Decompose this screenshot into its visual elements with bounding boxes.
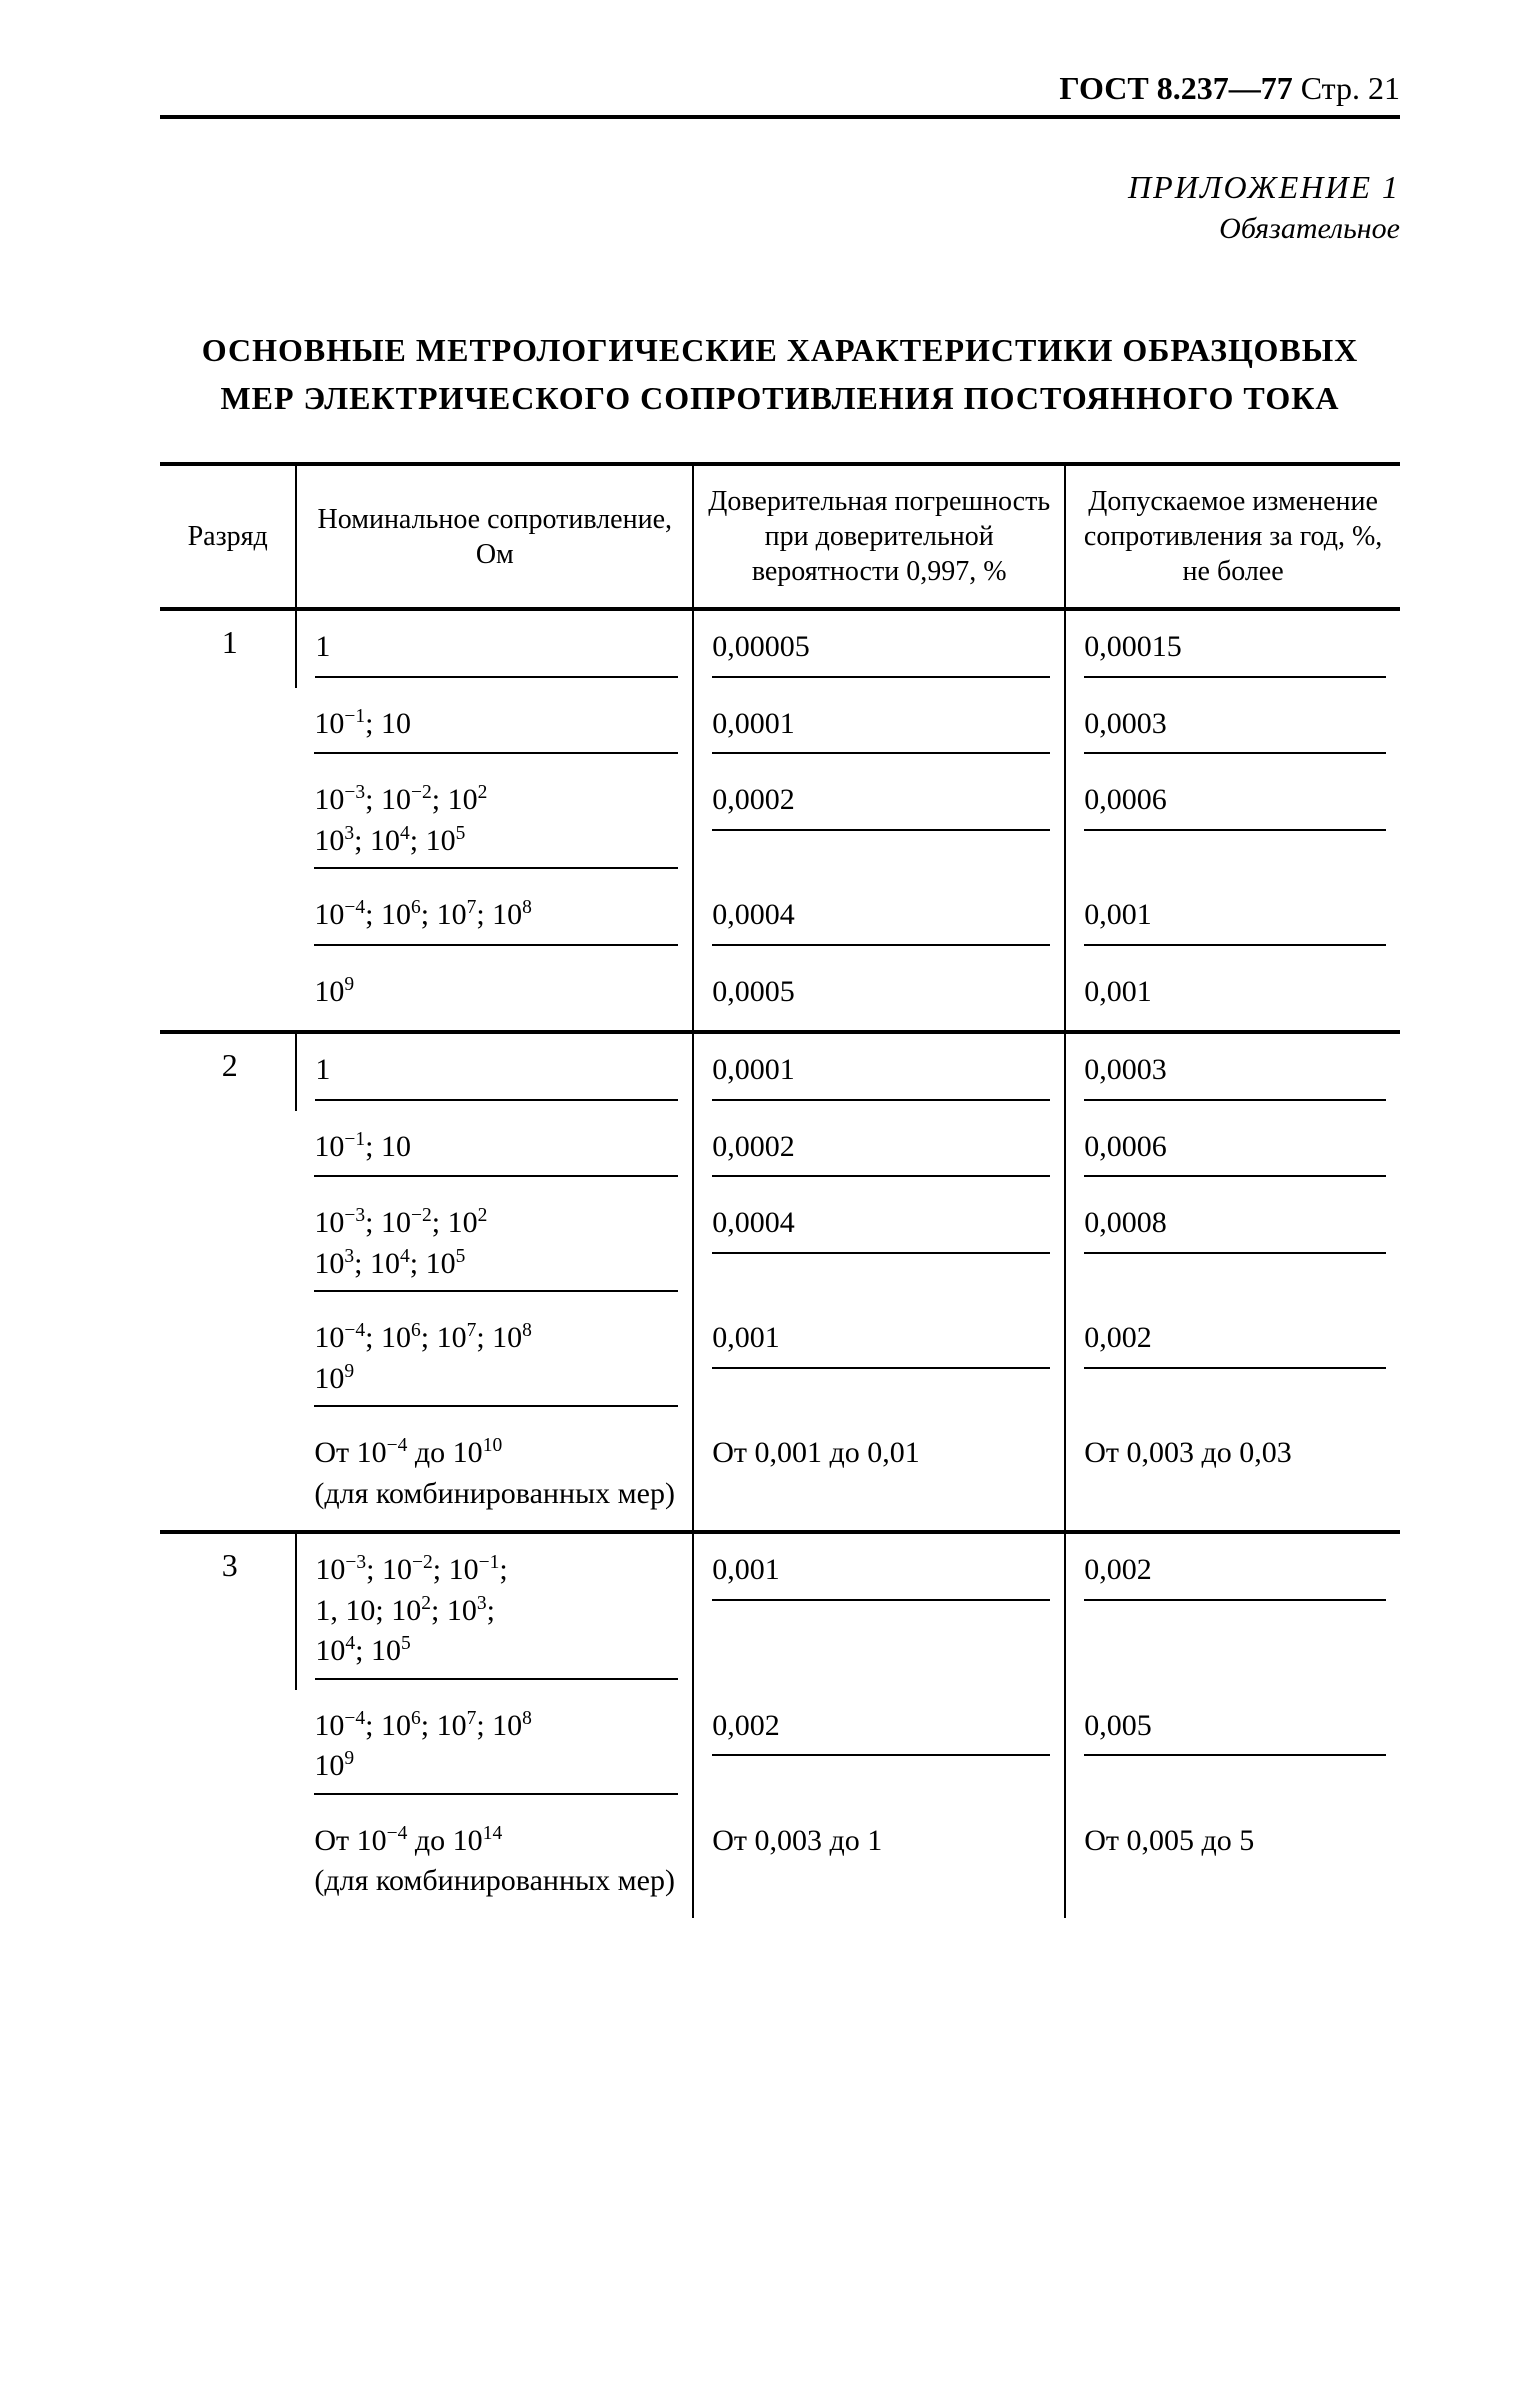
- drift-cell: 0,001: [1065, 879, 1400, 956]
- drift-cell: 0,0008: [1065, 1187, 1400, 1302]
- table-row: От 10−4 до 1010(для комбинированных мер)…: [160, 1417, 1400, 1532]
- section-title: ОСНОВНЫЕ МЕТРОЛОГИЧЕСКИЕ ХАРАКТЕРИСТИКИ …: [180, 326, 1380, 422]
- drift-cell: 0,001: [1065, 956, 1400, 1033]
- table-row: 10−4; 106; 107; 1080,00040,001: [160, 879, 1400, 956]
- nominal-cell: 10−4; 106; 107; 108109: [296, 1302, 693, 1417]
- rank-cell: 3: [160, 1534, 296, 1918]
- table-row: 10−3; 10−2; 102103; 104; 1050,00020,0006: [160, 764, 1400, 879]
- nominal-cell: 10−4; 106; 107; 108: [296, 879, 693, 956]
- table-header-row: Разряд Номинальное сопротивление, Ом Дов…: [160, 464, 1400, 609]
- error-cell: 0,0004: [693, 879, 1065, 956]
- appendix-subtitle: Обязательное: [160, 212, 1400, 246]
- table-row: 10−3; 10−2; 102103; 104; 1050,00040,0008: [160, 1187, 1400, 1302]
- drift-cell: 0,0006: [1065, 1111, 1400, 1188]
- table-body: 110,000050,0001510−1; 100,00010,000310−3…: [160, 609, 1400, 1918]
- appendix-title: ПРИЛОЖЕНИЕ 1: [160, 169, 1400, 206]
- drift-cell: 0,0006: [1065, 764, 1400, 879]
- rank-cell: 2: [160, 1034, 296, 1532]
- nominal-cell: 10−4; 106; 107; 108109: [296, 1690, 693, 1805]
- nominal-cell: От 10−4 до 1014(для комбинированных мер): [296, 1805, 693, 1918]
- running-header: ГОСТ 8.237—77 Стр. 21: [160, 70, 1400, 119]
- error-cell: 0,001: [693, 1534, 1065, 1690]
- drift-cell: 0,0003: [1065, 688, 1400, 765]
- table-row: 10−1; 100,00010,0003: [160, 688, 1400, 765]
- error-cell: 0,001: [693, 1302, 1065, 1417]
- drift-cell: От 0,003 до 0,03: [1065, 1417, 1400, 1532]
- characteristics-table: Разряд Номинальное сопротивление, Ом Дов…: [160, 462, 1400, 1918]
- page: ГОСТ 8.237—77 Стр. 21 ПРИЛОЖЕНИЕ 1 Обяза…: [0, 0, 1520, 2403]
- nominal-cell: 10−3; 10−2; 102103; 104; 105: [296, 1187, 693, 1302]
- error-cell: От 0,001 до 0,01: [693, 1417, 1065, 1532]
- drift-cell: 0,002: [1065, 1534, 1400, 1690]
- error-cell: 0,0004: [693, 1187, 1065, 1302]
- error-cell: 0,00005: [693, 609, 1065, 688]
- drift-cell: 0,002: [1065, 1302, 1400, 1417]
- error-cell: 0,0005: [693, 956, 1065, 1033]
- table-row: 10−1; 100,00020,0006: [160, 1111, 1400, 1188]
- drift-cell: 0,0003: [1065, 1034, 1400, 1111]
- drift-cell: 0,00015: [1065, 609, 1400, 688]
- table-row: От 10−4 до 1014(для комбинированных мер)…: [160, 1805, 1400, 1918]
- table-row: 210,00010,0003: [160, 1034, 1400, 1111]
- drift-cell: От 0,005 до 5: [1065, 1805, 1400, 1918]
- col-rank: Разряд: [160, 464, 296, 609]
- error-cell: 0,0002: [693, 1111, 1065, 1188]
- table-row: 10−4; 106; 107; 1081090,0010,002: [160, 1302, 1400, 1417]
- nominal-cell: 10−1; 10: [296, 1111, 693, 1188]
- error-cell: 0,002: [693, 1690, 1065, 1805]
- nominal-cell: 10−3; 10−2; 102103; 104; 105: [296, 764, 693, 879]
- nominal-cell: 10−1; 10: [296, 688, 693, 765]
- drift-cell: 0,005: [1065, 1690, 1400, 1805]
- col-drift: Допускаемое изменение сопротивления за г…: [1065, 464, 1400, 609]
- table-row: 1090,00050,001: [160, 956, 1400, 1033]
- error-cell: 0,0002: [693, 764, 1065, 879]
- table-row: 110,000050,00015: [160, 609, 1400, 688]
- nominal-cell: 109: [296, 956, 693, 1033]
- standard-code: ГОСТ 8.237—77: [1059, 70, 1292, 106]
- nominal-cell: От 10−4 до 1010(для комбинированных мер): [296, 1417, 693, 1532]
- nominal-cell: 1: [296, 609, 693, 688]
- table-row: 10−4; 106; 107; 1081090,0020,005: [160, 1690, 1400, 1805]
- table-row: 310−3; 10−2; 10−1;1, 10; 102; 103;104; 1…: [160, 1534, 1400, 1690]
- col-nominal: Номинальное сопротивление, Ом: [296, 464, 693, 609]
- error-cell: 0,0001: [693, 688, 1065, 765]
- error-cell: От 0,003 до 1: [693, 1805, 1065, 1918]
- error-cell: 0,0001: [693, 1034, 1065, 1111]
- col-error: Доверительная погрешность при доверитель…: [693, 464, 1065, 609]
- rank-cell: 1: [160, 609, 296, 1032]
- page-number: Стр. 21: [1301, 70, 1400, 106]
- nominal-cell: 1: [296, 1034, 693, 1111]
- nominal-cell: 10−3; 10−2; 10−1;1, 10; 102; 103;104; 10…: [296, 1534, 693, 1690]
